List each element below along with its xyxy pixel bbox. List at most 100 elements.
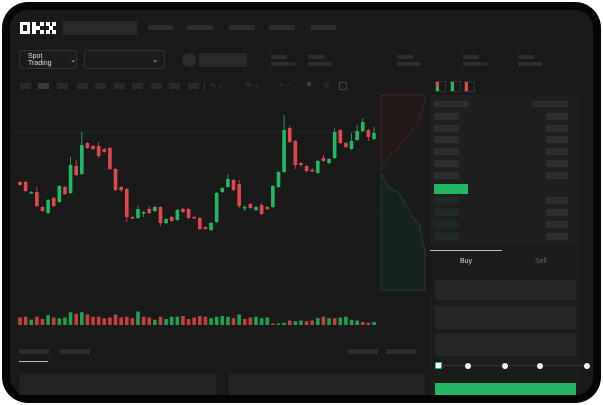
candle-body — [102, 149, 107, 152]
timeframe-button[interactable] — [77, 83, 88, 89]
amount-input[interactable] — [435, 306, 576, 329]
timeframe-button[interactable] — [188, 83, 199, 89]
slider-step-dot[interactable] — [502, 363, 508, 369]
slider-step-dot[interactable] — [537, 363, 543, 369]
orderbook-price[interactable] — [434, 172, 459, 179]
timeframe-button[interactable] — [20, 83, 31, 89]
candle-body — [51, 198, 56, 206]
draw-tool-icon[interactable]: ⊳ ⌄ — [246, 82, 260, 89]
volume-bar — [259, 318, 264, 325]
timeframe-button[interactable] — [132, 83, 143, 89]
orderbook-price[interactable] — [434, 113, 459, 120]
candle-body — [332, 132, 337, 158]
slider-step-dot[interactable] — [584, 363, 590, 369]
orderbook-asks-icon[interactable] — [464, 81, 475, 92]
coin-icon — [182, 53, 196, 67]
indicator-icon[interactable]: ∿ ⌄ — [210, 82, 224, 89]
nav-item[interactable] — [311, 25, 336, 30]
amount-slider-track[interactable] — [438, 365, 588, 366]
volume-bar — [169, 316, 174, 325]
orderbook-amount — [546, 113, 568, 120]
volume-bar — [237, 314, 241, 325]
orderbook-header-amount — [532, 101, 568, 107]
timeframe-button-active[interactable] — [38, 83, 49, 89]
orderbook-price[interactable] — [434, 148, 459, 155]
amount-slider-handle[interactable] — [435, 362, 442, 369]
candle-body — [242, 207, 247, 209]
volume-bar — [332, 318, 337, 325]
orderbook-price[interactable] — [434, 160, 459, 167]
buy-button[interactable] — [435, 383, 576, 395]
fullscreen-icon[interactable] — [339, 82, 347, 90]
tab-open-orders[interactable] — [19, 349, 49, 354]
candle-body — [282, 130, 286, 172]
bottom-action[interactable] — [386, 349, 416, 354]
orderbook-price[interactable] — [434, 125, 459, 132]
orderbook-amount — [546, 172, 568, 179]
orderbook-price[interactable] — [434, 197, 459, 204]
tab-sell[interactable]: Sell — [535, 258, 547, 265]
price-input[interactable] — [435, 280, 576, 300]
volume-bar — [51, 317, 56, 325]
volume-bar — [276, 323, 281, 325]
candle-body — [293, 141, 298, 165]
candle-body — [192, 217, 196, 219]
nav-item[interactable] — [269, 25, 295, 30]
camera-icon[interactable]: ◙ — [307, 81, 312, 88]
orderbook-both-icon[interactable] — [435, 81, 446, 92]
slider-step-dot[interactable] — [465, 363, 471, 369]
candle-body — [124, 189, 129, 217]
volume-bar — [57, 318, 62, 325]
candle-body — [96, 146, 101, 156]
tab-buy[interactable]: Buy — [460, 258, 473, 265]
candle-body — [287, 128, 292, 142]
candle-body — [91, 146, 95, 149]
candle-body — [366, 130, 371, 137]
okx-logo[interactable] — [20, 22, 56, 34]
volume-bar — [231, 318, 236, 325]
volume-bar — [316, 318, 320, 325]
candle-body — [304, 166, 309, 171]
market-type-dropdown[interactable]: Spot Trading ⌄ — [19, 50, 77, 69]
search-placeholder[interactable] — [63, 21, 137, 35]
timeframe-button[interactable] — [169, 83, 180, 89]
candle-body — [164, 219, 168, 223]
pair-price — [199, 53, 247, 67]
nav-item[interactable] — [148, 25, 173, 30]
buy-tab-underline — [430, 250, 502, 251]
timeframe-button[interactable] — [151, 83, 162, 89]
volume-bar — [96, 316, 101, 325]
orders-card — [229, 374, 425, 395]
line-tool-icon[interactable]: ∼ ⟋ — [278, 82, 291, 89]
candle-body — [198, 218, 202, 229]
stat-value — [518, 62, 542, 66]
orderbook-price[interactable] — [434, 221, 459, 228]
volume-bar — [271, 323, 275, 325]
orderbook-price[interactable] — [434, 209, 459, 216]
orderbook-price[interactable] — [434, 136, 459, 143]
nav-item[interactable] — [229, 25, 255, 30]
timeframe-button[interactable] — [95, 83, 106, 89]
tab-order-history[interactable] — [60, 349, 90, 354]
depth-chart — [380, 94, 426, 291]
timeframe-button[interactable] — [57, 83, 68, 89]
volume-bar — [130, 318, 135, 325]
candle-body — [80, 145, 84, 174]
candle-body — [209, 223, 213, 230]
bottom-action[interactable] — [348, 349, 378, 354]
candle-body — [248, 204, 253, 208]
nav-item[interactable] — [187, 25, 213, 30]
volume-bar — [226, 316, 230, 325]
pair-dropdown[interactable]: ⌄ — [84, 50, 165, 69]
total-input[interactable] — [435, 333, 576, 356]
settings-icon[interactable]: ◎ — [323, 82, 330, 89]
orderbook-bids-icon[interactable] — [450, 81, 461, 92]
orderbook-price[interactable] — [434, 233, 459, 240]
timeframe-button[interactable] — [114, 83, 125, 89]
orders-card — [19, 374, 216, 395]
candle-body — [276, 172, 281, 187]
divider — [204, 82, 205, 90]
stat-value — [271, 62, 295, 66]
volume-bar — [349, 319, 354, 325]
